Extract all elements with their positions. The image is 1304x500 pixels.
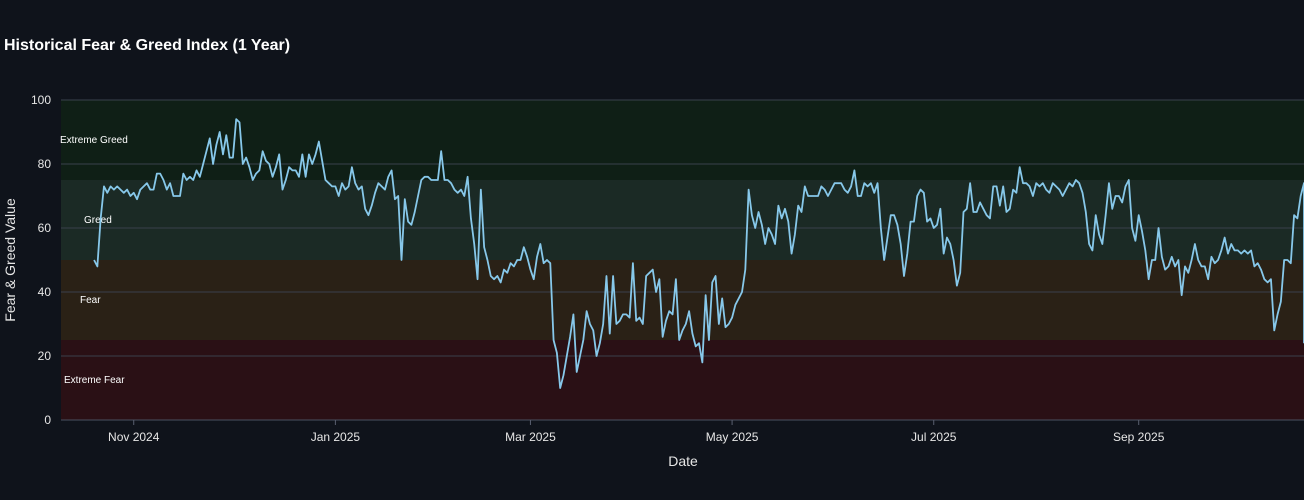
fear-greed-series-line bbox=[93, 118, 1304, 389]
zone-fear bbox=[61, 260, 1304, 340]
x-tick-label: May 2025 bbox=[706, 430, 759, 444]
y-tick-label: 100 bbox=[31, 93, 51, 107]
zone-extreme-fear bbox=[61, 340, 1304, 420]
x-tick-label: Jan 2025 bbox=[311, 430, 361, 444]
zone-label-extreme-greed: Extreme Greed bbox=[60, 135, 128, 146]
zone-label-greed: Greed bbox=[84, 215, 112, 226]
zone-labels: Extreme Fear Fear Greed Extreme Greed bbox=[60, 135, 128, 386]
y-tick-label: 40 bbox=[38, 285, 52, 299]
x-tick-label: Nov 2024 bbox=[108, 430, 160, 444]
zone-extreme-greed bbox=[61, 100, 1304, 180]
x-tick-label: Mar 2025 bbox=[505, 430, 556, 444]
y-tick-label: 20 bbox=[38, 349, 52, 363]
x-axis-label: Date bbox=[668, 453, 698, 469]
y-tick-label: 60 bbox=[38, 221, 52, 235]
zone-label-extreme-fear: Extreme Fear bbox=[64, 375, 125, 386]
y-tick-label: 0 bbox=[44, 413, 51, 427]
x-tick-label: Jul 2025 bbox=[911, 430, 957, 444]
y-axis-ticks: 0 20 40 60 80 100 bbox=[31, 93, 51, 427]
zone-label-fear: Fear bbox=[80, 295, 101, 306]
x-axis-ticks: Nov 2024 Jan 2025 Mar 2025 May 2025 Jul 2025… bbox=[108, 420, 1165, 444]
sentiment-zones bbox=[61, 100, 1304, 420]
x-tick-label: Sep 2025 bbox=[1113, 430, 1165, 444]
chart-title: Historical Fear & Greed Index (1 Year) bbox=[4, 37, 290, 54]
y-axis-label: Fear & Greed Value bbox=[2, 198, 18, 322]
zone-greed bbox=[61, 180, 1304, 260]
y-tick-label: 80 bbox=[38, 157, 52, 171]
